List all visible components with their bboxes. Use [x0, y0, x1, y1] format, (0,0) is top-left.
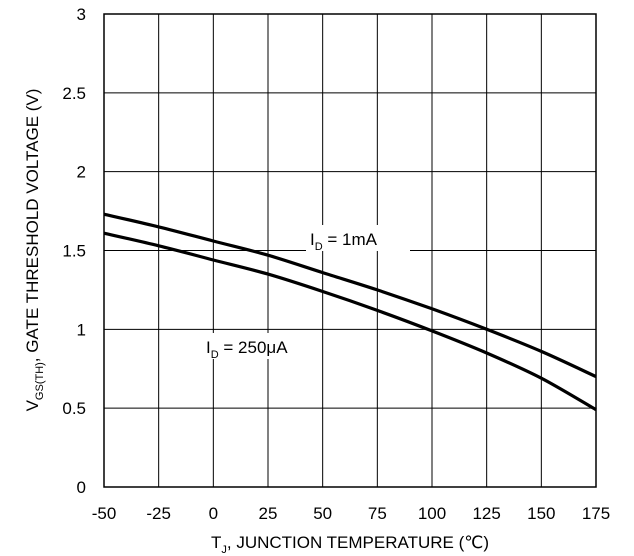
x-tick-label: 50 [313, 504, 332, 523]
plot-frame [103, 13, 597, 488]
y-tick-labels: 0 0.5 1 1.5 2 2.5 3 [62, 5, 86, 497]
x-tick-label: -25 [146, 504, 171, 523]
series-label-250ua-backdrop [202, 333, 314, 359]
series-label-250ua-text: ID = 250μA [206, 338, 288, 361]
x-axis-label: TJ, JUNCTION TEMPERATURE (℃) [211, 533, 489, 556]
y-tick-label: 0 [77, 478, 86, 497]
series-line-1ma [103, 212, 597, 379]
x-tick-label: 25 [259, 504, 278, 523]
y-tick-label: 3 [77, 5, 86, 24]
x-tick-label: 175 [582, 504, 610, 523]
x-tick-label: 125 [472, 504, 500, 523]
curves [103, 212, 597, 412]
x-tick-labels: -50 -25 0 25 50 75 100 125 150 175 [92, 504, 610, 523]
y-tick-label: 0.5 [62, 399, 86, 418]
x-tick-label: 100 [418, 504, 446, 523]
series-label-1ma: ID = 1mA [306, 225, 410, 253]
y-tick-label: 2.5 [62, 84, 86, 103]
series-label-1ma-backdrop [306, 225, 410, 251]
x-tick-label: -50 [92, 504, 117, 523]
series-label-250ua: ID = 250μA [202, 333, 314, 361]
series-line-250ua [103, 231, 597, 412]
y-axis-label: VGS(TH), GATE THRESHOLD VOLTAGE (V) [23, 89, 46, 412]
x-tick-label: 0 [209, 504, 218, 523]
y-tick-label: 1 [77, 320, 86, 339]
y-tick-label: 2 [77, 163, 86, 182]
x-tick-label: 150 [527, 504, 555, 523]
x-tick-label: 75 [368, 504, 387, 523]
series-label-1ma-text: ID = 1mA [310, 230, 378, 253]
y-tick-label: 1.5 [62, 242, 86, 261]
